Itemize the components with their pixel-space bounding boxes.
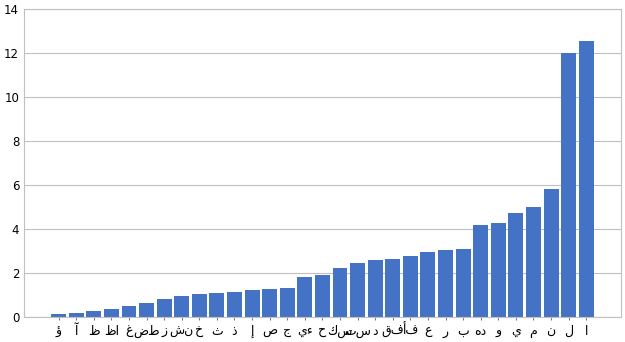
Bar: [421, 252, 436, 317]
Bar: [315, 275, 330, 317]
Bar: [280, 288, 295, 317]
Bar: [508, 213, 523, 317]
Bar: [438, 250, 453, 317]
Bar: [350, 263, 365, 317]
Bar: [368, 260, 382, 317]
Bar: [298, 277, 312, 317]
Bar: [473, 225, 488, 317]
Bar: [385, 259, 400, 317]
Bar: [192, 294, 207, 317]
Bar: [104, 309, 119, 317]
Bar: [69, 313, 84, 317]
Bar: [579, 41, 594, 317]
Bar: [227, 292, 242, 317]
Bar: [121, 306, 136, 317]
Bar: [139, 303, 154, 317]
Bar: [86, 311, 101, 317]
Bar: [491, 223, 506, 317]
Bar: [262, 289, 277, 317]
Bar: [174, 296, 189, 317]
Bar: [544, 189, 559, 317]
Bar: [332, 268, 348, 317]
Bar: [244, 290, 259, 317]
Bar: [403, 256, 418, 317]
Bar: [209, 293, 224, 317]
Bar: [456, 249, 471, 317]
Bar: [157, 299, 172, 317]
Bar: [526, 208, 541, 317]
Bar: [51, 314, 66, 317]
Bar: [561, 53, 576, 317]
